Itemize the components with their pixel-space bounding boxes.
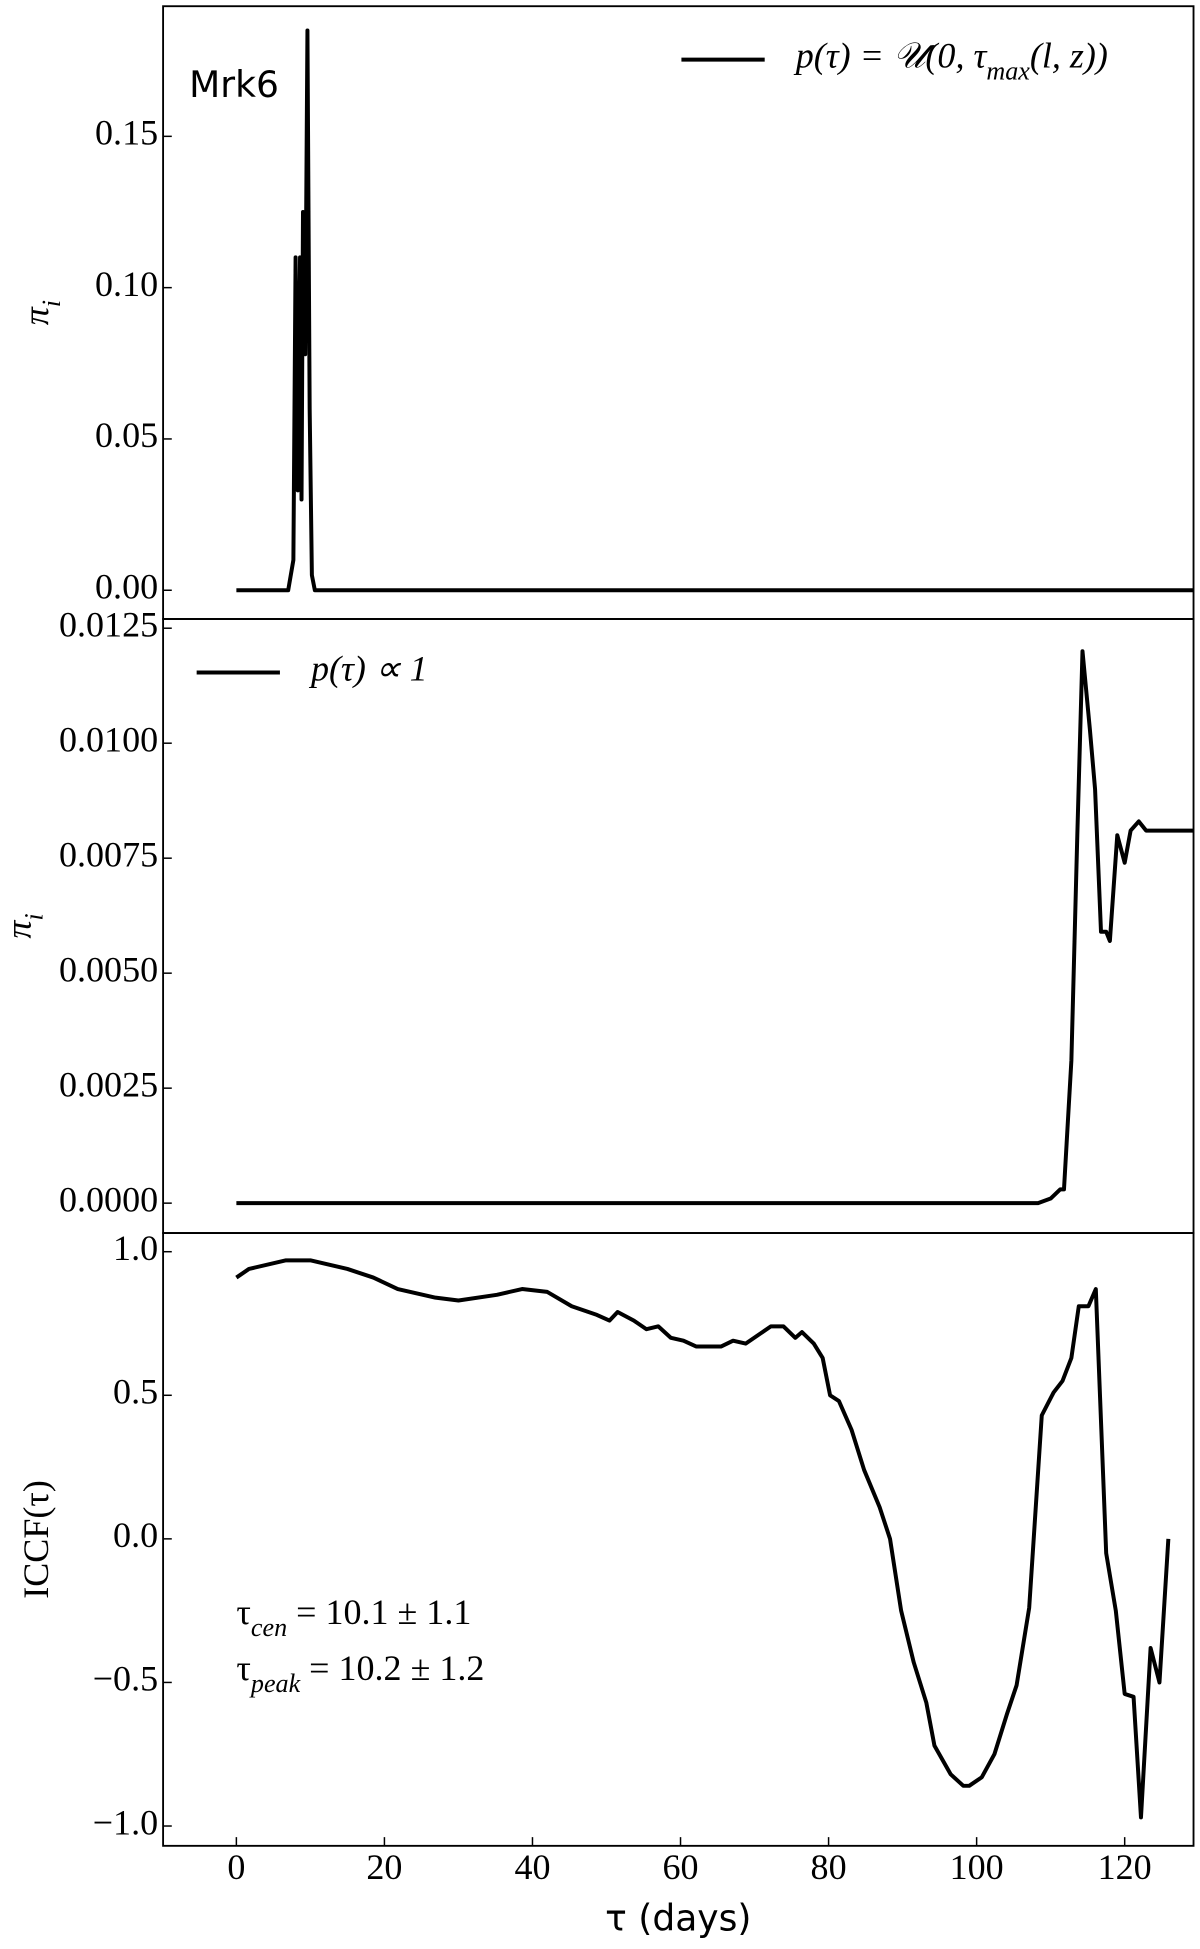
data-line: [236, 649, 1194, 1206]
y-axis-label-part: ICCF(τ): [16, 1480, 56, 1599]
annotation: τcen = 10.1 ± 1.1: [236, 1592, 471, 1642]
y-axis-label-part: π: [0, 920, 39, 939]
plot-frame: [162, 618, 1195, 1234]
annotation: Mrk6: [189, 65, 279, 106]
y-tick-label: 0.00: [95, 567, 158, 607]
x-tick-label: 0: [227, 1847, 245, 1887]
annotation-part: = 10.2 ± 1.2: [300, 1648, 484, 1688]
y-tick-label: 1.0: [113, 1228, 158, 1268]
x-axis-label: τ (days): [605, 1898, 751, 1939]
y-tick-label: 0.0025: [59, 1064, 158, 1104]
y-tick-label: 0.0050: [59, 949, 158, 989]
x-tick-label: 120: [1098, 1847, 1152, 1887]
y-tick-label: 0.5: [113, 1372, 158, 1412]
legend-label-sub: max: [986, 57, 1030, 86]
annotation-part: τ: [236, 1648, 250, 1688]
x-tick-label: 80: [811, 1847, 847, 1887]
y-tick-label: 0.10: [95, 264, 158, 304]
y-tick-label: 0.0100: [59, 719, 158, 759]
y-axis-label-part: π: [16, 306, 56, 325]
y-axis-label-sub: i: [20, 913, 49, 920]
y-tick-label: 0.0: [113, 1515, 158, 1555]
y-axis-label: πi: [16, 300, 66, 325]
x-tick-label: 60: [663, 1847, 699, 1887]
annotation-sub: cen: [251, 1613, 287, 1642]
legend-label-part: (l, z)): [1030, 36, 1108, 76]
plot-frame: [162, 1232, 1195, 1847]
y-tick-label: 0.15: [95, 113, 158, 153]
y-tick-label: 0.0000: [59, 1179, 158, 1219]
y-axis-label: ICCF(τ): [16, 1480, 56, 1599]
data-line: [235, 1258, 1171, 1820]
y-axis-label: πi: [0, 913, 49, 938]
y-tick-label: −1.0: [93, 1802, 158, 1842]
annotation-sub: peak: [249, 1669, 301, 1698]
annotation-part: = 10.1 ± 1.1: [287, 1592, 471, 1632]
legend-label-part: p(τ) = 𝒰(0, τ: [793, 36, 988, 76]
x-tick-label: 20: [366, 1847, 402, 1887]
legend-label: p(τ) ∝ 1: [308, 649, 428, 689]
plot-frame: [162, 5, 1195, 620]
y-tick-label: −0.5: [93, 1659, 158, 1699]
y-tick-label: 0.0075: [59, 834, 158, 874]
data-line: [236, 28, 1194, 593]
y-tick-label: 0.05: [95, 415, 158, 455]
legend-label: p(τ) = 𝒰(0, τmax(l, z)): [793, 36, 1108, 86]
legend-label-part: p(τ) ∝ 1: [308, 649, 428, 689]
x-tick-label: 40: [514, 1847, 550, 1887]
y-axis-label-sub: i: [38, 300, 67, 307]
x-tick-label: 100: [950, 1847, 1004, 1887]
y-tick-label: 0.0125: [59, 604, 158, 644]
annotation: τpeak = 10.2 ± 1.2: [236, 1648, 484, 1698]
annotation-part: τ: [236, 1592, 250, 1632]
